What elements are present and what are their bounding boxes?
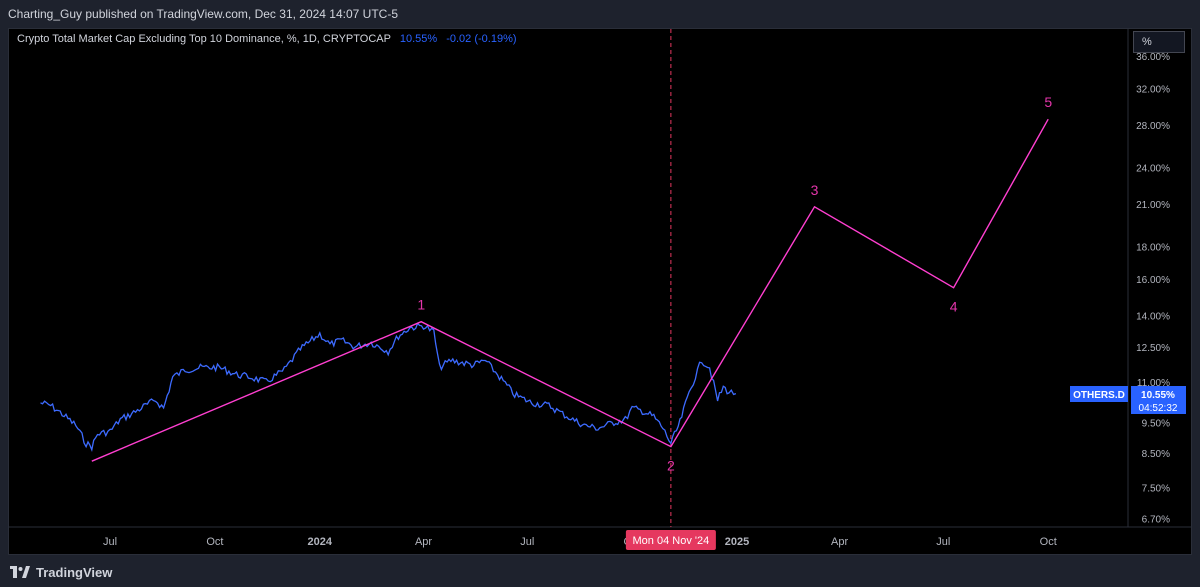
last-price-badge [1131, 386, 1186, 414]
y-tick-label: 6.70% [1142, 514, 1170, 525]
y-tick-label: 28.00% [1136, 121, 1170, 132]
y-tick-label: 12.50% [1136, 343, 1170, 354]
percent-scale-button[interactable]: % [1133, 31, 1185, 53]
x-tick-label: Jul [103, 536, 117, 548]
y-tick-label: 8.50% [1142, 449, 1170, 460]
symbol-badge [1070, 386, 1128, 402]
footer-bar: TradingView [0, 557, 1200, 587]
price-chart[interactable]: 36.00% 32.00% 28.00% 24.00% 21.00% 18.00% 16.0… [0, 0, 1200, 557]
crosshair-date-label: Mon 04 Nov '24 [633, 535, 710, 547]
x-tick-label: 2024 [308, 536, 333, 548]
x-tick-label: Oct [206, 536, 223, 548]
symbol-badge-label: OTHERS.D [1073, 390, 1125, 401]
y-tick-label: 32.00% [1136, 84, 1170, 95]
elliott-wave-path [91, 118, 1049, 462]
last-price-value: 10.55% [1141, 390, 1175, 401]
wave-label-4: 4 [950, 299, 958, 315]
percent-scale-label: % [1142, 36, 1152, 48]
y-tick-label: 7.50% [1142, 483, 1170, 494]
x-tick-label: Jul [520, 536, 534, 548]
y-tick-label: 16.00% [1136, 275, 1170, 286]
legend-change: -0.02 (-0.19%) [446, 33, 517, 45]
footer-brand: TradingView [36, 564, 113, 580]
symbol-legend: Crypto Total Market Cap Excluding Top 10… [17, 33, 517, 45]
x-tick-label: Apr [831, 536, 848, 548]
y-tick-label: 18.00% [1136, 243, 1170, 254]
y-tick-label: 24.00% [1136, 163, 1170, 174]
y-tick-label: 9.50% [1142, 418, 1170, 429]
x-tick-label: 2025 [725, 536, 749, 548]
bar-countdown: 04:52:32 [1139, 403, 1178, 414]
wave-label-2: 2 [667, 458, 675, 474]
crosshair-date-badge [625, 530, 716, 550]
legend-last-value: 10.55% [399, 33, 438, 45]
wave-label-3: 3 [811, 182, 819, 198]
y-tick-label: 36.00% [1136, 52, 1170, 63]
y-tick-label: 21.00% [1136, 200, 1170, 211]
publisher-bar: Charting_Guy published on TradingView.co… [0, 0, 1200, 28]
price-series-line [40, 322, 737, 453]
x-tick-label: Apr [415, 536, 432, 548]
y-tick-label: 11.00% [1137, 378, 1170, 389]
symbol-description: Crypto Total Market Cap Excluding Top 10… [17, 33, 391, 45]
wave-label-1: 1 [417, 297, 425, 313]
x-tick-label: Oct [1040, 536, 1057, 548]
wave-label-5: 5 [1044, 94, 1052, 110]
x-tick-label: Jul [936, 536, 950, 548]
chart-frame[interactable] [8, 28, 1192, 555]
y-tick-label: 14.00% [1136, 312, 1170, 323]
tradingview-logo-icon [10, 566, 30, 578]
publisher-line: Charting_Guy published on TradingView.co… [8, 7, 399, 21]
